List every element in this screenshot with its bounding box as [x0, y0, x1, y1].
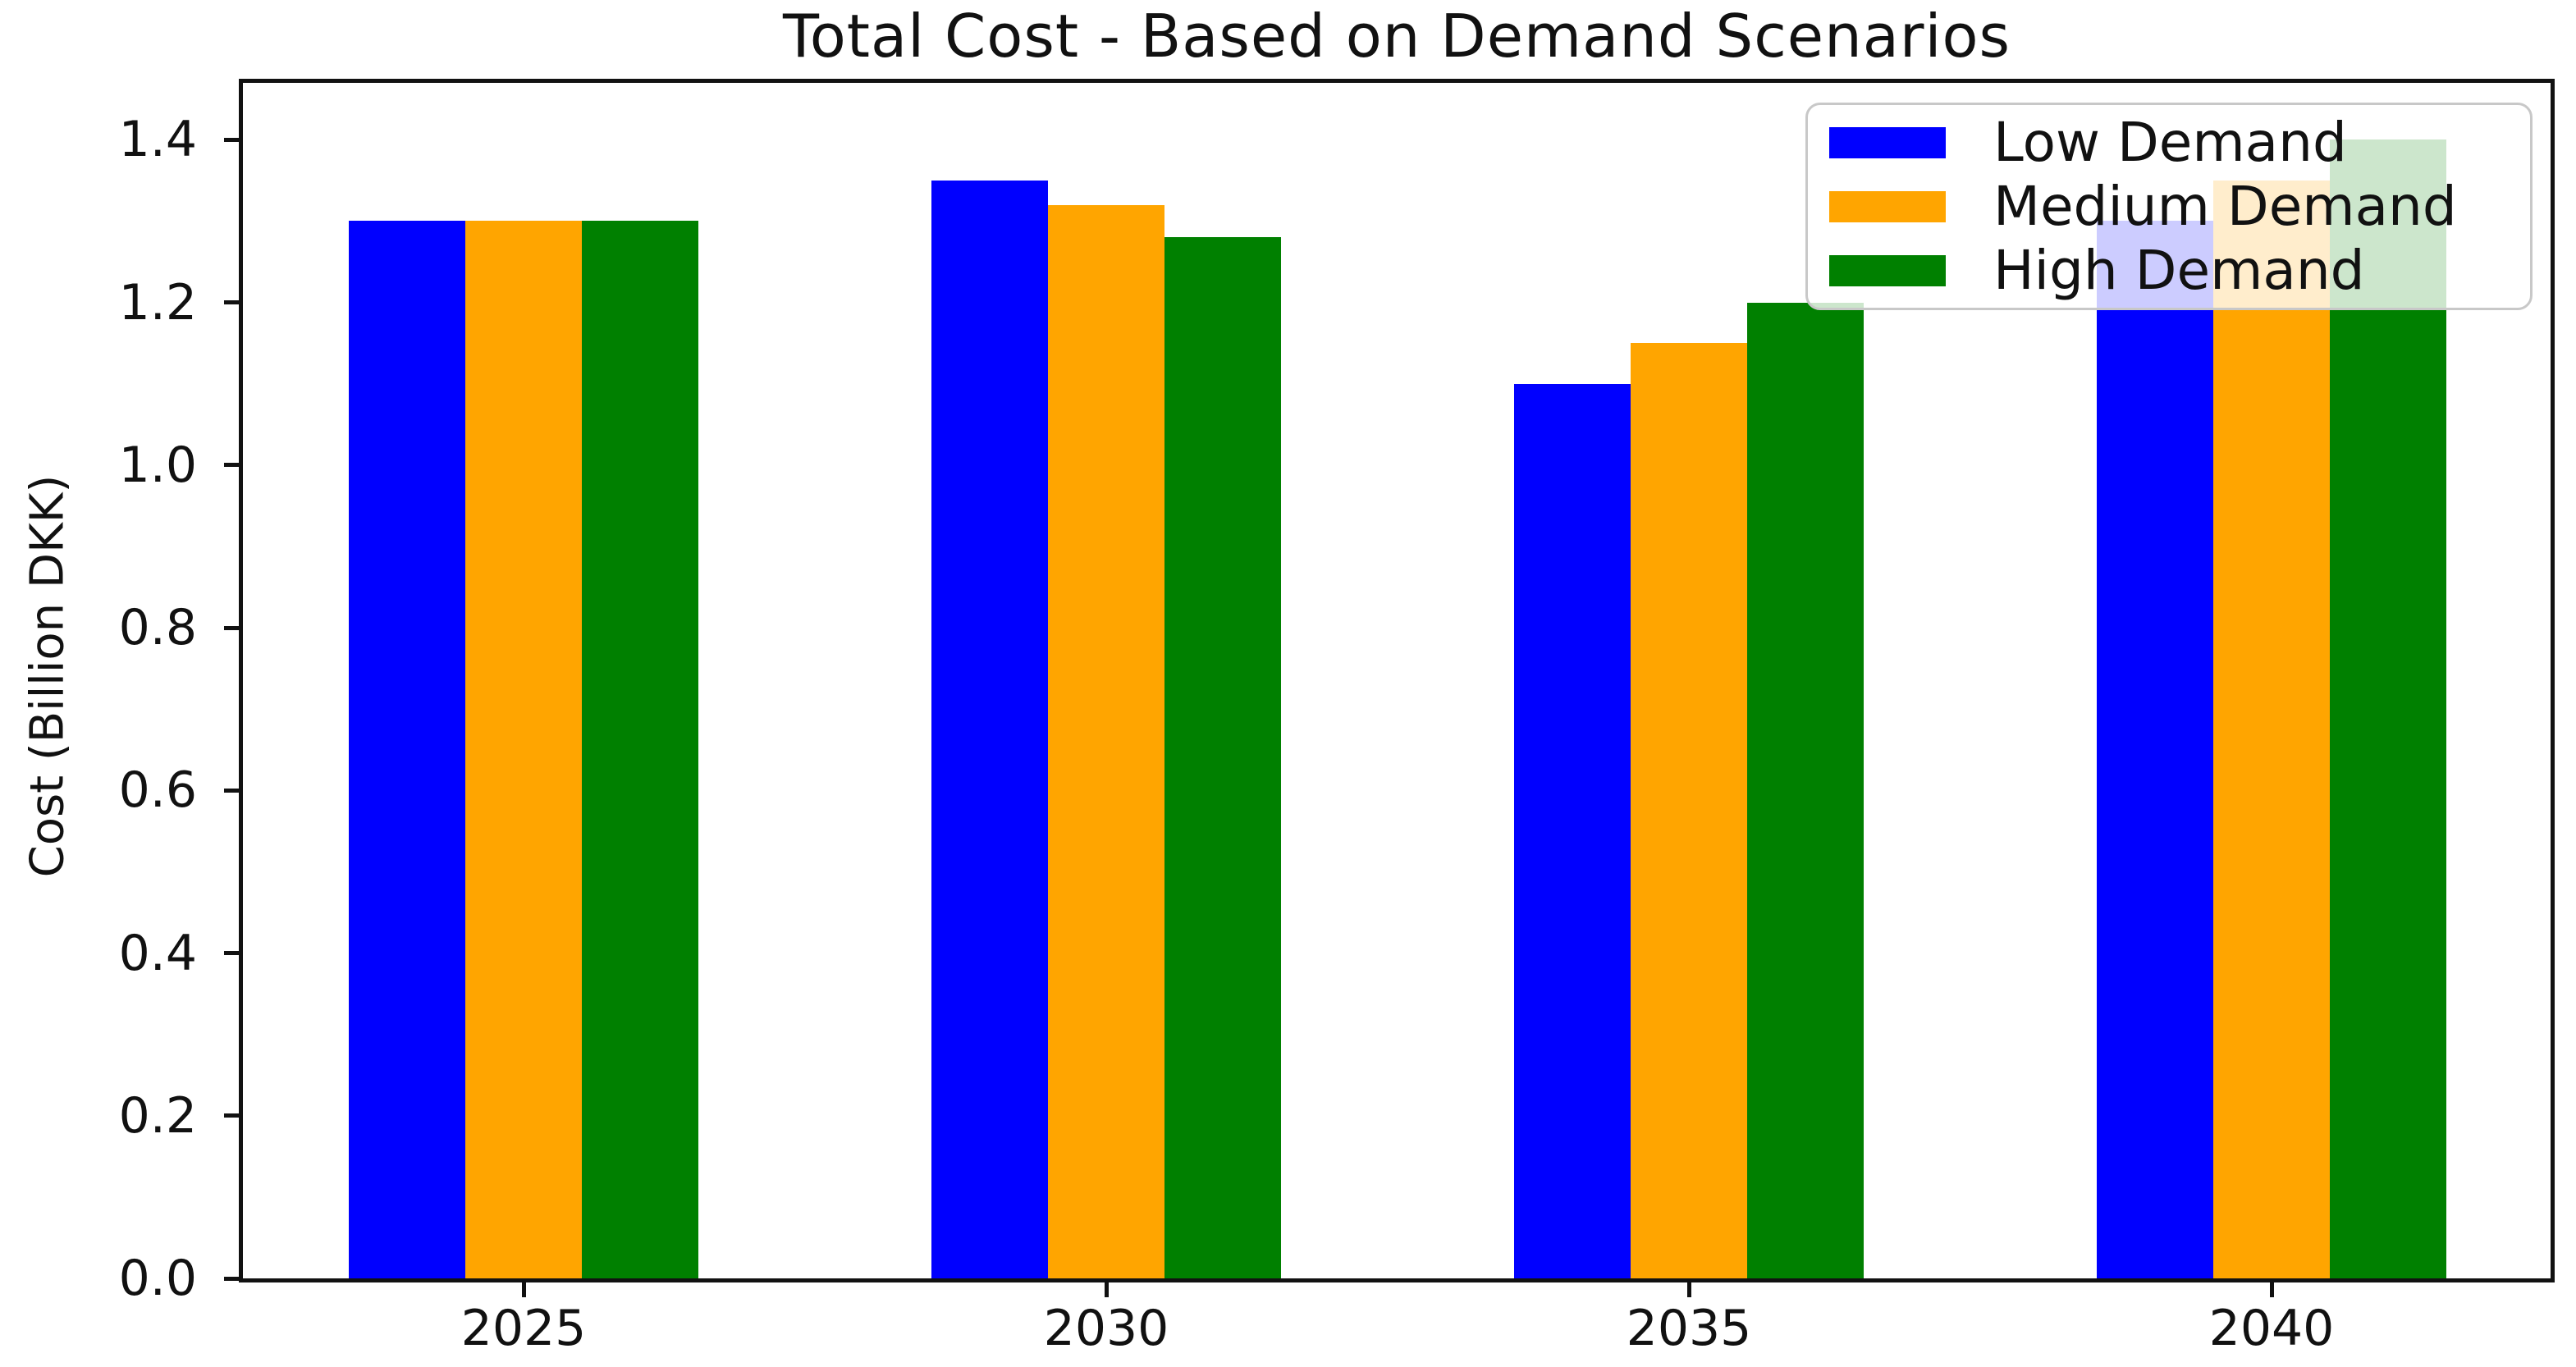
- legend-label: Low Demand: [1993, 111, 2347, 174]
- y-tick-label-0.4: 0.4: [118, 924, 197, 982]
- x-tick-mark-2035: [1686, 1278, 1691, 1297]
- y-tick-label-0.8: 0.8: [118, 599, 197, 657]
- x-tick-mark-2030: [1104, 1278, 1109, 1297]
- x-tick-label-2025: 2025: [460, 1300, 587, 1357]
- bar-low-demand-2030: [931, 180, 1048, 1278]
- bar-low-demand-2040: [2097, 221, 2213, 1278]
- y-tick-label-1.0: 1.0: [118, 436, 197, 494]
- y-tick-label-1.4: 1.4: [118, 111, 197, 169]
- y-tick-mark-0.6: [224, 788, 243, 793]
- bar-high-demand-2025: [582, 221, 698, 1278]
- bar-medium-demand-2025: [465, 221, 582, 1278]
- bar-medium-demand-2035: [1631, 343, 1747, 1278]
- x-tick-label-2030: 2030: [1043, 1300, 1169, 1357]
- y-tick-label-1.2: 1.2: [118, 273, 197, 331]
- legend-item-low-demand: Low Demand: [1829, 111, 2514, 174]
- y-tick-mark-0.0: [224, 1276, 243, 1281]
- y-tick-mark-0.8: [224, 625, 243, 630]
- bar-high-demand-2030: [1164, 237, 1281, 1278]
- y-tick-mark-1.4: [224, 137, 243, 142]
- legend-item-high-demand: High Demand: [1829, 239, 2514, 302]
- y-tick-mark-1.2: [224, 300, 243, 305]
- legend-label: High Demand: [1993, 239, 2365, 302]
- legend: Low Demand Medium Demand High Demand: [1805, 103, 2533, 310]
- x-tick-label-2040: 2040: [2208, 1300, 2335, 1357]
- legend-swatch-high-demand: [1829, 254, 1946, 286]
- bar-low-demand-2025: [349, 221, 465, 1278]
- bar-low-demand-2035: [1514, 383, 1631, 1278]
- legend-label: Medium Demand: [1993, 175, 2457, 238]
- chart-title: Total Cost - Based on Demand Scenarios: [782, 2, 2011, 71]
- legend-swatch-low-demand: [1829, 126, 1946, 158]
- x-tick-mark-2025: [521, 1278, 526, 1297]
- legend-item-medium-demand: Medium Demand: [1829, 175, 2514, 238]
- bar-high-demand-2040: [2330, 139, 2446, 1278]
- bar-medium-demand-2030: [1048, 204, 1164, 1278]
- bar-medium-demand-2040: [2213, 180, 2330, 1278]
- bar-high-demand-2035: [1747, 302, 1864, 1278]
- y-tick-label-0.0: 0.0: [118, 1250, 197, 1307]
- x-tick-mark-2040: [2269, 1278, 2274, 1297]
- y-tick-label-0.2: 0.2: [118, 1086, 197, 1145]
- y-tick-mark-1.0: [224, 463, 243, 468]
- x-tick-label-2035: 2035: [1626, 1300, 1752, 1357]
- y-tick-label-0.6: 0.6: [118, 761, 197, 820]
- y-tick-mark-0.4: [224, 951, 243, 956]
- y-tick-mark-0.2: [224, 1113, 243, 1118]
- legend-swatch-medium-demand: [1829, 190, 1946, 222]
